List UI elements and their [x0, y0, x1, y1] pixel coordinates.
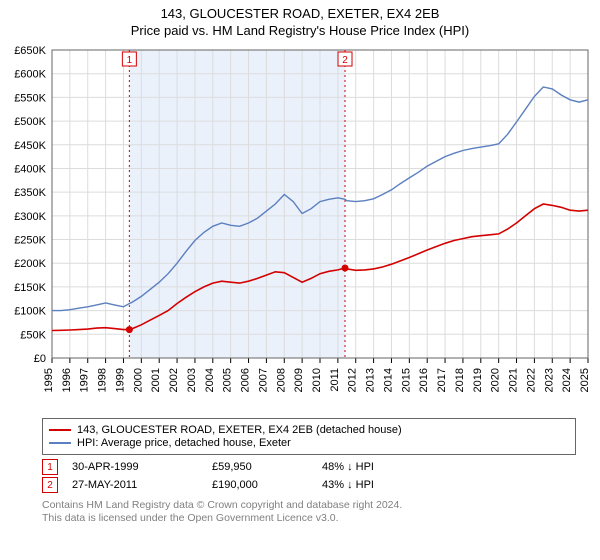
svg-text:2013: 2013: [365, 368, 377, 392]
transaction-date: 27-MAY-2011: [72, 479, 212, 491]
svg-text:2020: 2020: [490, 368, 502, 392]
svg-text:£50K: £50K: [20, 329, 46, 341]
svg-text:2019: 2019: [472, 368, 484, 392]
svg-text:2017: 2017: [436, 368, 448, 392]
transaction-diff: 43% ↓ HPI: [322, 479, 422, 491]
svg-text:2015: 2015: [400, 368, 412, 392]
transaction-marker: 2: [42, 477, 58, 493]
legend-item: 143, GLOUCESTER ROAD, EXETER, EX4 2EB (d…: [49, 424, 569, 436]
titles: 143, GLOUCESTER ROAD, EXETER, EX4 2EB Pr…: [0, 0, 600, 38]
transaction-price: £59,950: [212, 461, 322, 473]
svg-text:2025: 2025: [579, 368, 591, 392]
svg-text:2018: 2018: [454, 368, 466, 392]
svg-text:2: 2: [342, 55, 348, 66]
title-subtitle: Price paid vs. HM Land Registry's House …: [0, 23, 600, 38]
svg-text:2003: 2003: [186, 368, 198, 392]
transaction-row: 1 30-APR-1999 £59,950 48% ↓ HPI: [42, 459, 576, 475]
legend-swatch: [49, 442, 71, 444]
svg-text:1996: 1996: [61, 368, 73, 392]
svg-text:2009: 2009: [293, 368, 305, 392]
svg-text:2006: 2006: [240, 368, 252, 392]
svg-text:2010: 2010: [311, 368, 323, 392]
footnote: Contains HM Land Registry data © Crown c…: [42, 499, 576, 525]
svg-text:£400K: £400K: [14, 163, 46, 175]
svg-text:£200K: £200K: [14, 258, 46, 270]
footnote-line: This data is licensed under the Open Gov…: [42, 512, 576, 525]
svg-text:£300K: £300K: [14, 211, 46, 223]
legend-label: HPI: Average price, detached house, Exet…: [77, 437, 291, 449]
legend-item: HPI: Average price, detached house, Exet…: [49, 437, 569, 449]
transaction-row: 2 27-MAY-2011 £190,000 43% ↓ HPI: [42, 477, 576, 493]
svg-text:2004: 2004: [204, 368, 216, 392]
svg-text:2011: 2011: [329, 368, 341, 392]
svg-text:2024: 2024: [561, 368, 573, 392]
svg-text:2008: 2008: [275, 368, 287, 392]
svg-text:£550K: £550K: [14, 92, 46, 104]
svg-text:2022: 2022: [525, 368, 537, 392]
svg-text:2002: 2002: [168, 368, 180, 392]
svg-text:1: 1: [127, 55, 133, 66]
transaction-price: £190,000: [212, 479, 322, 491]
svg-text:£0: £0: [34, 353, 46, 365]
footnote-line: Contains HM Land Registry data © Crown c…: [42, 499, 576, 512]
svg-text:2007: 2007: [257, 368, 269, 392]
transaction-marker: 1: [42, 459, 58, 475]
legend-label: 143, GLOUCESTER ROAD, EXETER, EX4 2EB (d…: [77, 424, 402, 436]
legend: 143, GLOUCESTER ROAD, EXETER, EX4 2EB (d…: [42, 418, 576, 455]
chart-area: £0 £50K £100K £150K £200K £250K £300K £350K £400…: [0, 42, 600, 412]
svg-text:£100K: £100K: [14, 306, 46, 318]
legend-swatch: [49, 429, 71, 431]
title-address: 143, GLOUCESTER ROAD, EXETER, EX4 2EB: [0, 6, 600, 21]
transaction-diff: 48% ↓ HPI: [322, 461, 422, 473]
svg-text:1998: 1998: [97, 368, 109, 392]
chart-container: 143, GLOUCESTER ROAD, EXETER, EX4 2EB Pr…: [0, 0, 600, 560]
svg-text:£250K: £250K: [14, 235, 46, 247]
svg-text:£450K: £450K: [14, 140, 46, 152]
transaction-date: 30-APR-1999: [72, 461, 212, 473]
svg-text:£500K: £500K: [14, 116, 46, 128]
svg-text:£650K: £650K: [14, 45, 46, 57]
svg-text:1997: 1997: [79, 368, 91, 392]
svg-text:2023: 2023: [543, 368, 555, 392]
transactions-table: 1 30-APR-1999 £59,950 48% ↓ HPI 2 27-MAY…: [42, 459, 576, 493]
svg-text:2001: 2001: [150, 368, 162, 392]
svg-text:2014: 2014: [382, 368, 394, 392]
svg-text:2016: 2016: [418, 368, 430, 392]
svg-text:1999: 1999: [114, 368, 126, 392]
svg-text:£600K: £600K: [14, 69, 46, 81]
svg-text:2012: 2012: [347, 368, 359, 392]
svg-text:£150K: £150K: [14, 282, 46, 294]
svg-text:£350K: £350K: [14, 187, 46, 199]
svg-text:2000: 2000: [132, 368, 144, 392]
line-chart: £0 £50K £100K £150K £200K £250K £300K £350K £400…: [0, 42, 600, 412]
svg-text:1995: 1995: [43, 368, 55, 392]
svg-text:2021: 2021: [508, 368, 520, 392]
svg-text:2005: 2005: [222, 368, 234, 392]
